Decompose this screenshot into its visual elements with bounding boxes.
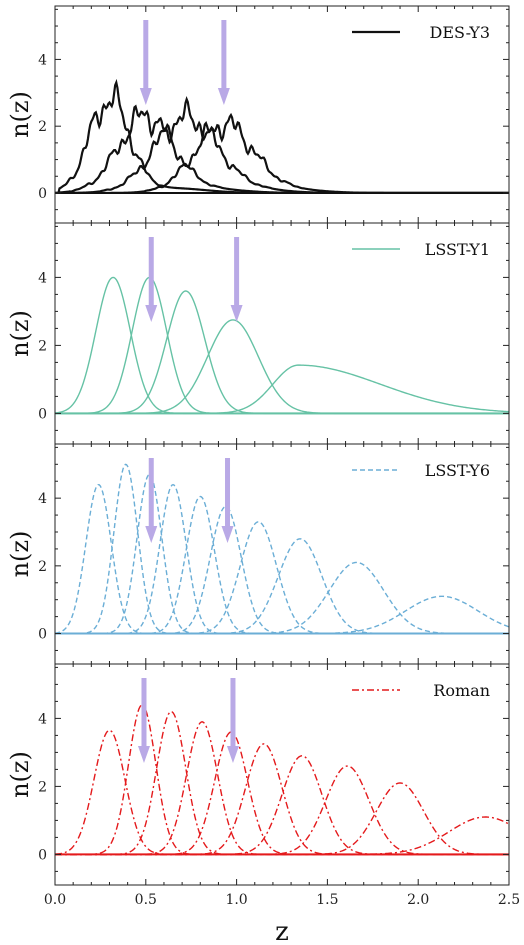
arrow-head bbox=[137, 746, 150, 763]
legend-label: LSST-Y6 bbox=[425, 461, 490, 480]
y-axis-label: n(z) bbox=[6, 91, 34, 138]
x-axis-label: z bbox=[275, 917, 289, 945]
y-tick-label: 4 bbox=[38, 491, 47, 507]
axes-frame bbox=[54, 663, 510, 886]
arrow-shaft bbox=[143, 20, 149, 90]
x-tick-label: 2.5 bbox=[498, 892, 520, 908]
arrow-shaft bbox=[148, 458, 154, 528]
y-tick-label: 2 bbox=[38, 779, 47, 795]
series-line-3 bbox=[55, 290, 509, 415]
legend: Roman bbox=[352, 681, 490, 700]
arrow-shaft bbox=[234, 237, 240, 307]
arrow-marker-2 bbox=[226, 678, 239, 763]
legend: LSST-Y1 bbox=[352, 240, 490, 259]
panel-1: 0 2 4 n(z) DES-Y3 bbox=[6, 5, 510, 224]
y-tick-label: 0 bbox=[38, 847, 47, 863]
y-tick-label: 0 bbox=[38, 627, 47, 643]
series-group bbox=[55, 704, 509, 856]
series-line-10 bbox=[55, 816, 509, 856]
x-tick-label: 1.5 bbox=[316, 892, 338, 908]
arrow-head bbox=[221, 526, 234, 543]
series-line-3 bbox=[55, 710, 509, 856]
series-line-1 bbox=[55, 729, 509, 856]
series-line-1 bbox=[55, 483, 509, 635]
arrow-marker-1 bbox=[137, 678, 150, 763]
arrow-shaft bbox=[225, 458, 231, 528]
arrow-marker-1 bbox=[145, 458, 158, 543]
x-tick-label: 0.5 bbox=[135, 892, 157, 908]
arrow-shaft bbox=[221, 20, 227, 90]
legend-label: DES-Y3 bbox=[430, 23, 490, 42]
series-group bbox=[55, 276, 509, 415]
series-line-2 bbox=[55, 704, 509, 856]
panel-3: 0 2 4 n(z) LSST-Y6 bbox=[6, 443, 510, 665]
arrow-head bbox=[145, 526, 158, 543]
arrow-marker-2 bbox=[221, 458, 234, 543]
arrow-shaft bbox=[148, 237, 154, 307]
y-axis-label: n(z) bbox=[6, 751, 34, 798]
y-axis-label: n(z) bbox=[6, 531, 34, 578]
y-tick-label: 0 bbox=[38, 406, 47, 422]
y-tick-label: 4 bbox=[38, 52, 47, 68]
series-line-4 bbox=[55, 112, 509, 195]
panel-4: 0 2 4 0.0 0.5 1.0 1.5 2.0 2.5 n(z) z Roman bbox=[6, 663, 520, 945]
arrow-shaft bbox=[141, 678, 147, 748]
panel-2: 0 2 4 n(z) LSST-Y1 bbox=[6, 222, 510, 445]
series-line-6 bbox=[55, 505, 509, 635]
series-line-8 bbox=[55, 765, 509, 856]
series-line-2 bbox=[55, 463, 509, 635]
y-tick-label: 4 bbox=[38, 711, 47, 727]
y-tick-label: 0 bbox=[38, 186, 47, 202]
x-tick-label: 1.0 bbox=[225, 892, 247, 908]
arrow-head bbox=[145, 305, 158, 322]
arrow-head bbox=[226, 746, 239, 763]
x-tick-label: 2.0 bbox=[407, 892, 429, 908]
legend: DES-Y3 bbox=[352, 23, 490, 42]
y-tick-label: 2 bbox=[38, 119, 47, 135]
arrow-head bbox=[217, 88, 230, 105]
y-axis-label: n(z) bbox=[6, 310, 34, 357]
series-group bbox=[55, 463, 509, 635]
y-tick-label: 4 bbox=[38, 270, 47, 286]
series-line-9 bbox=[55, 561, 509, 635]
arrow-head bbox=[230, 305, 243, 322]
series-line-4 bbox=[55, 319, 509, 415]
arrow-marker-2 bbox=[217, 20, 230, 105]
legend-label: Roman bbox=[433, 681, 490, 700]
series-line-1 bbox=[55, 276, 509, 415]
arrow-marker-2 bbox=[230, 237, 243, 322]
x-tick-label: 0.0 bbox=[44, 892, 66, 908]
series-line-9 bbox=[55, 782, 509, 856]
arrow-marker-1 bbox=[145, 237, 158, 322]
y-tick-label: 2 bbox=[38, 559, 47, 575]
series-group bbox=[55, 78, 509, 195]
series-line-1 bbox=[55, 78, 509, 195]
legend-label: LSST-Y1 bbox=[425, 240, 490, 259]
series-line-5 bbox=[55, 731, 509, 856]
y-tick-label: 2 bbox=[38, 338, 47, 354]
series-line-7 bbox=[55, 755, 509, 856]
arrow-shaft bbox=[230, 678, 236, 748]
arrow-head bbox=[139, 88, 152, 105]
legend: LSST-Y6 bbox=[352, 461, 490, 480]
series-line-10 bbox=[55, 595, 509, 635]
arrow-marker-1 bbox=[139, 20, 152, 105]
